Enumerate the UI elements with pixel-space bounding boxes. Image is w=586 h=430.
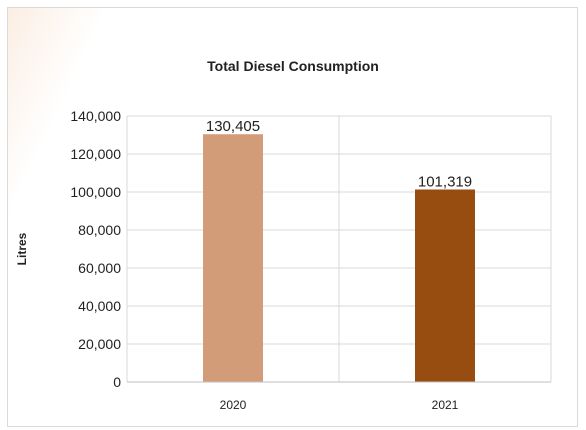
data-label-2020: 130,405 — [206, 118, 260, 135]
y-tick-label: 100,000 — [70, 184, 121, 200]
y-tick-label: 80,000 — [78, 222, 121, 238]
bar-2021 — [415, 189, 475, 382]
y-tick-label: 60,000 — [78, 260, 121, 276]
bar-2020 — [203, 134, 263, 382]
y-tick-label: 120,000 — [70, 146, 121, 162]
x-tick-label: 2020 — [220, 398, 247, 412]
chart-card — [7, 7, 578, 427]
chart-title: Total Diesel Consumption — [207, 58, 379, 74]
x-tick-label: 2021 — [432, 398, 459, 412]
y-tick-label: 40,000 — [78, 298, 121, 314]
y-tick-label: 140,000 — [70, 108, 121, 124]
y-tick-label: 20,000 — [78, 336, 121, 352]
data-label-2021: 101,319 — [418, 173, 472, 190]
y-tick-label: 0 — [113, 374, 121, 390]
